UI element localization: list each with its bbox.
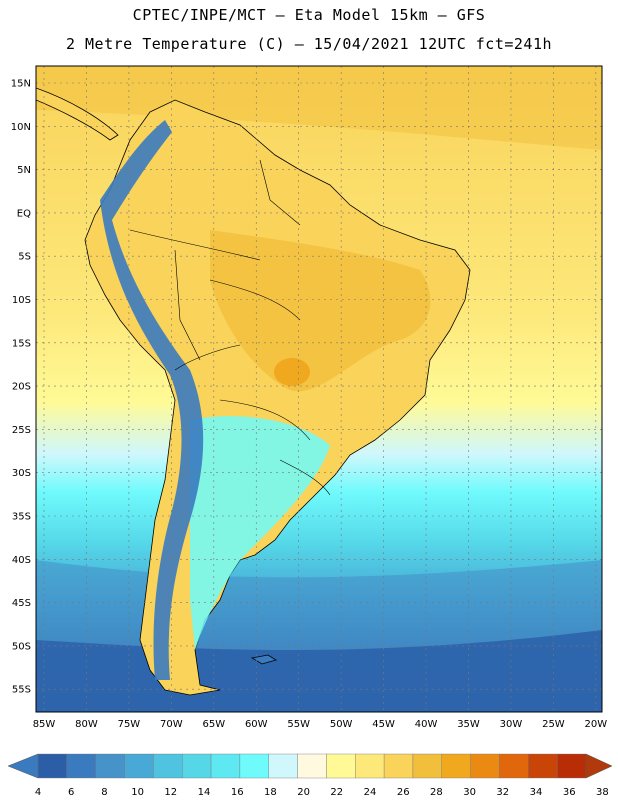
lat-label: 15S — [12, 338, 31, 349]
lon-label: 45W — [372, 719, 395, 730]
lon-label: 55W — [287, 719, 310, 730]
colorbar-tick-label: 4 — [35, 787, 41, 798]
colorbar-swatch — [268, 753, 298, 779]
lon-label: 80W — [75, 719, 98, 730]
andes-cold-ridge — [100, 120, 204, 680]
lat-label: 45S — [12, 598, 31, 609]
lon-label: 30W — [500, 719, 523, 730]
lon-label: 50W — [330, 719, 353, 730]
colorbar-tick-label: 16 — [231, 787, 244, 798]
colorbar-tick-label: 14 — [198, 787, 211, 798]
lat-label: 35S — [12, 512, 31, 523]
colorbar-swatch — [383, 753, 414, 779]
lon-label: 85W — [33, 719, 56, 730]
cool-southern-cone — [190, 416, 330, 650]
colorbar-swatch — [95, 753, 125, 779]
central-america-land — [36, 87, 119, 141]
graticule — [36, 66, 602, 712]
colorbar-swatch — [297, 753, 327, 779]
colorbar — [7, 753, 613, 779]
map-frame — [35, 65, 603, 713]
colorbar-tick-label: 36 — [563, 787, 576, 798]
lon-label: 70W — [160, 719, 183, 730]
colorbar-swatch — [66, 753, 96, 779]
colorbar-swatch — [556, 753, 587, 779]
colorbar-swatch — [182, 753, 212, 779]
lat-label: 30S — [12, 468, 31, 479]
colorbar-tick-label: 8 — [101, 787, 107, 798]
lat-label: 5N — [17, 165, 31, 176]
colorbar-tick-label: 38 — [596, 787, 609, 798]
colorbar-tick-labels: 4 6 8 10 12 14 16 18 20 22 24 26 28 30 32 34 36 38 — [35, 787, 609, 798]
warm-tropical-band — [36, 66, 602, 150]
lon-label: 75W — [118, 719, 141, 730]
colorbar-tick-label: 32 — [496, 787, 509, 798]
lon-label: 25W — [542, 719, 565, 730]
colorbar-swatch — [470, 753, 500, 779]
colorbar-swatch — [441, 753, 471, 779]
lon-label: 40W — [415, 719, 438, 730]
colorbar-swatch — [153, 753, 183, 779]
colorbar-tick-label: 26 — [397, 787, 410, 798]
colorbar-swatch — [412, 753, 442, 779]
colorbar-tick-label: 12 — [164, 787, 177, 798]
colorbar-tick-label: 24 — [364, 787, 377, 798]
lon-label: 65W — [202, 719, 225, 730]
colorbar-tick-label: 6 — [68, 787, 74, 798]
lat-label: 50S — [12, 641, 31, 652]
colorbar-swatch — [124, 753, 154, 779]
colorbar-tick-label: 30 — [463, 787, 476, 798]
lat-label: 10S — [12, 295, 31, 306]
colorbar-high-arrow — [585, 753, 613, 779]
colorbar-tick-label: 10 — [131, 787, 144, 798]
colorbar-swatch — [210, 753, 241, 779]
map-panel — [36, 66, 602, 712]
colorbar-swatch — [355, 753, 385, 779]
map-title-line-2: 2 Metre Temperature (C) – 15/04/2021 12U… — [65, 35, 553, 53]
colorbar-swatch — [499, 753, 529, 779]
colorbar-tick-label: 34 — [530, 787, 543, 798]
lat-label: 5S — [18, 252, 31, 263]
lat-label: 10N — [11, 122, 31, 133]
colorbar-tick-label: 22 — [330, 787, 343, 798]
falkland-islands — [250, 654, 277, 665]
colorbar-swatch — [239, 753, 269, 779]
lat-label: EQ — [17, 208, 31, 219]
latitude-labels: 15N 10N 5N EQ 5S 10S 15S 20S 25S 30S 35S 40S 45S 50S 5… — [11, 79, 31, 696]
colorbar-low-arrow — [7, 753, 39, 779]
lat-label: 55S — [12, 685, 31, 696]
lat-label: 15N — [11, 79, 31, 90]
hot-spot — [274, 358, 310, 386]
warm-interior — [210, 230, 431, 392]
lon-label: 60W — [245, 719, 268, 730]
lat-label: 40S — [12, 555, 31, 566]
lon-label: 20W — [585, 719, 608, 730]
colorbar-tick-label: 20 — [297, 787, 310, 798]
colorbar-swatch — [528, 753, 558, 779]
colorbar-tick-label: 28 — [430, 787, 443, 798]
map-title-line-1: CPTEC/INPE/MCT – Eta Model 15km – GFS — [132, 6, 486, 24]
country-borders — [129, 159, 331, 496]
lat-label: 20S — [12, 382, 31, 393]
colorbar-tick-label: 18 — [264, 787, 277, 798]
colorbar-swatch — [37, 753, 68, 779]
lon-label: 35W — [457, 719, 480, 730]
colorbar-swatch — [326, 753, 356, 779]
lat-label: 25S — [12, 425, 31, 436]
longitude-labels: 85W 80W 75W 70W 65W 60W 55W 50W 45W 40W 35W 30W 25W 2… — [33, 719, 608, 730]
